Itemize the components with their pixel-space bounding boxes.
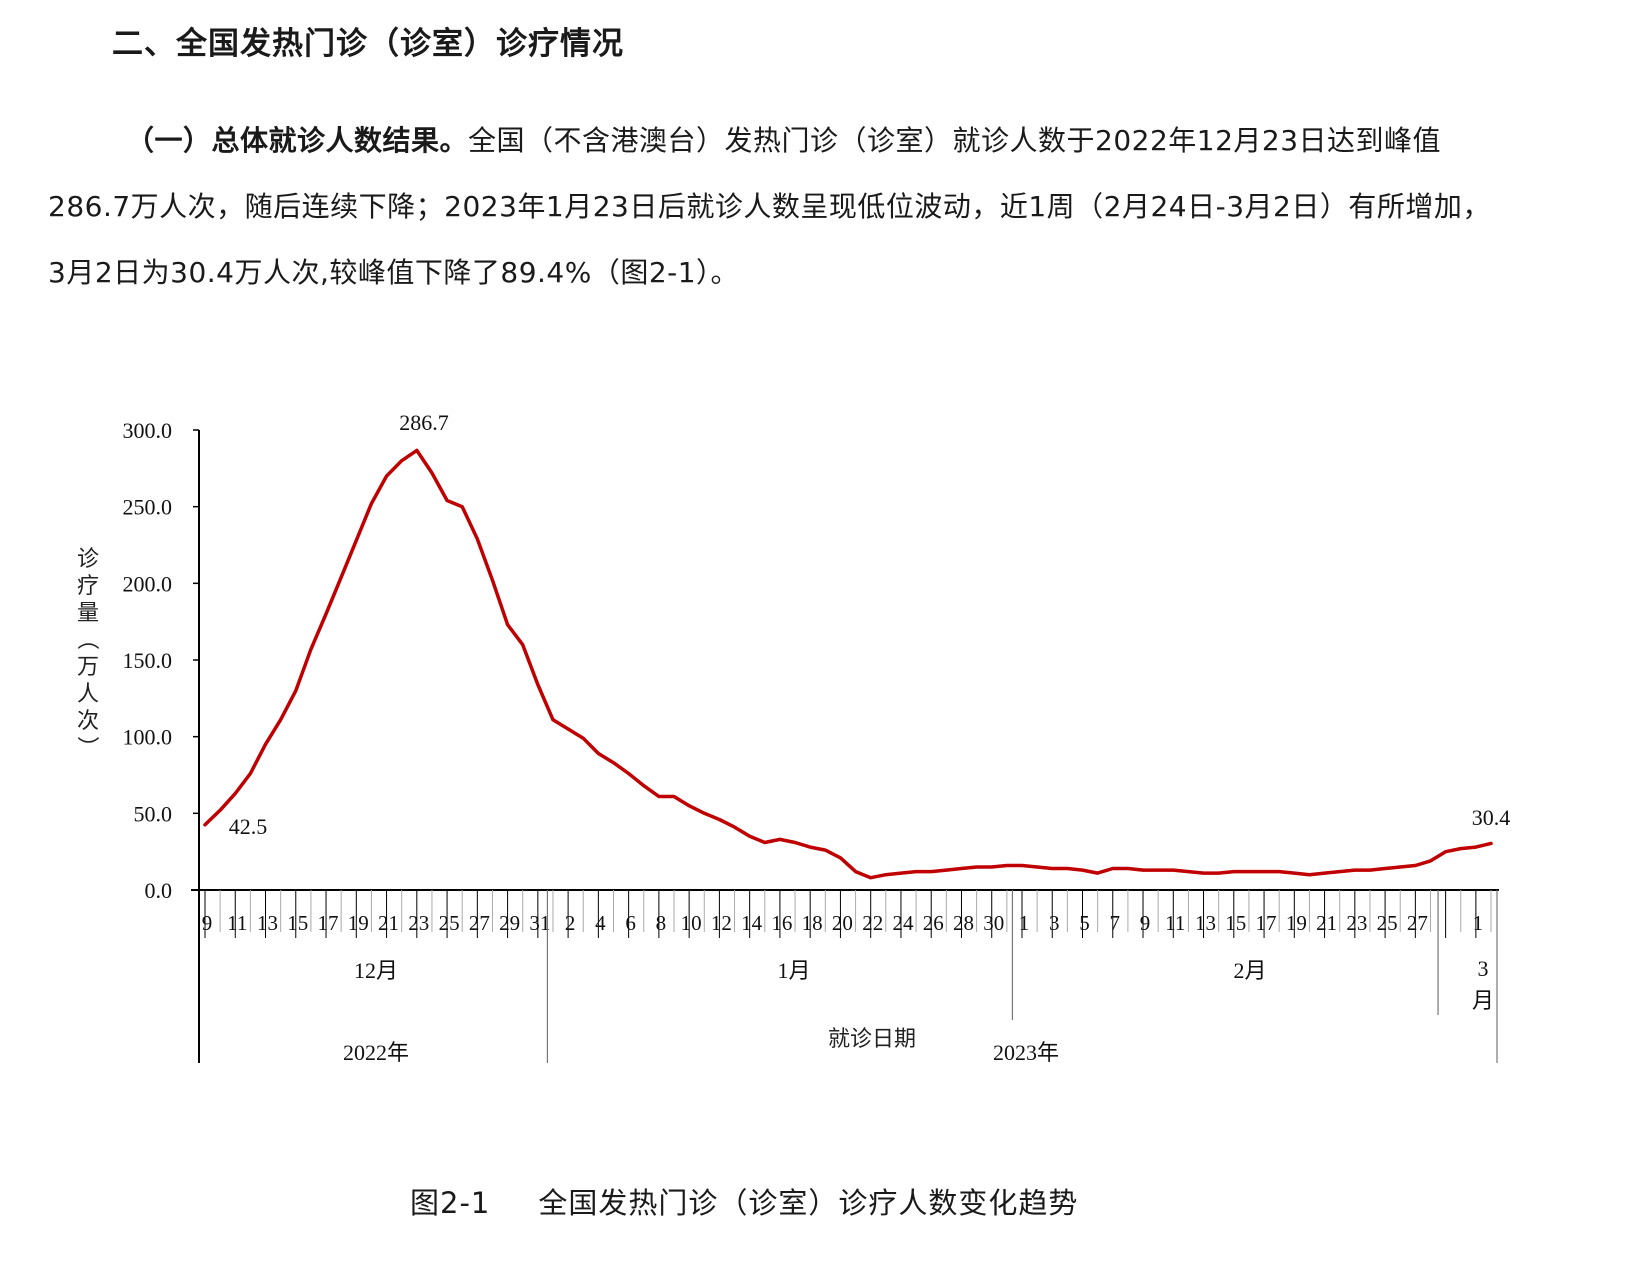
x-tick-label: 9 [202, 911, 213, 935]
x-tick-label: 12 [711, 911, 732, 935]
y-tick-label: 200.0 [123, 571, 173, 596]
data-label: 286.7 [399, 410, 449, 435]
x-tick-label: 22 [862, 911, 883, 935]
x-tick-label: 18 [802, 911, 823, 935]
x-tick-label: 6 [625, 911, 636, 935]
x-tick-label: 17 [318, 911, 339, 935]
x-tick-label: 21 [1316, 911, 1337, 935]
paragraph-body: 全国（不含港澳台）发热门诊（诊室）就诊人数于2022年12月23日达到峰值286… [48, 124, 1491, 289]
x-tick-label: 14 [741, 911, 763, 935]
x-tick-label: 13 [257, 911, 278, 935]
data-line [203, 448, 1493, 880]
x-tick-label: 16 [771, 911, 792, 935]
chart-canvas: 0.0 50.0 100.0 150.0 200.0 250.0 300.0 诊疗量（ 万人次）… [74, 410, 1511, 1065]
y-axis-label-char: 疗 [77, 574, 99, 599]
x-axis-title: 就诊日期 [828, 1027, 916, 1052]
x-tick-label: 3 [1049, 911, 1060, 935]
x-tick-label: 28 [953, 911, 974, 935]
y-axis-label-char: 人 [77, 682, 99, 707]
x-tick-label: 1 [1019, 911, 1030, 935]
y-tick-label: 100.0 [123, 725, 173, 750]
y-axis-label-char: 万 [77, 655, 99, 680]
y-tick-label: 250.0 [123, 495, 173, 520]
x-tick-label: 7 [1110, 911, 1121, 935]
year-label: 2022年 [343, 1040, 409, 1065]
month-label: 12月 [354, 958, 398, 983]
y-axis-label-char: 诊 [77, 547, 99, 572]
x-tick-label: 2 [565, 911, 576, 935]
y-axis-label-char: 次 [77, 709, 99, 734]
summary-paragraph: （一）总体就诊人数结果。全国（不含港澳台）发热门诊（诊室）就诊人数于2022年1… [48, 108, 1508, 306]
month-label-march: 3 [1478, 956, 1489, 981]
paragraph-lead: （一）总体就诊人数结果。 [126, 124, 469, 157]
y-axis-label-char: 量 [77, 601, 99, 626]
x-tick-label: 23 [1346, 911, 1367, 935]
x-tick-label: 25 [439, 911, 460, 935]
x-tick-label: 19 [348, 911, 369, 935]
x-tick-label: 4 [595, 911, 606, 935]
x-tick-label: 17 [1256, 911, 1277, 935]
x-tick-label: 21 [378, 911, 399, 935]
x-tick-label: 10 [681, 911, 702, 935]
x-tick-label: 11 [1165, 911, 1185, 935]
data-label: 42.5 [229, 814, 268, 839]
month-label-march-unit: 月 [1472, 988, 1494, 1013]
x-tick-label: 29 [499, 911, 520, 935]
y-tick-label: 150.0 [123, 648, 173, 673]
x-tick-label: 30 [983, 911, 1004, 935]
figure-title: 全国发热门诊（诊室）诊疗人数变化趋势 [538, 1186, 1079, 1220]
x-tick-label: 9 [1140, 911, 1151, 935]
year-label: 2023年 [993, 1040, 1059, 1065]
x-tick-label: 1 [1473, 911, 1484, 935]
x-tick-label: 20 [832, 911, 853, 935]
x-tick-label: 31 [529, 911, 550, 935]
y-tick-label: 300.0 [123, 418, 173, 443]
x-tick-label: 8 [656, 911, 667, 935]
x-tick-label: 27 [469, 911, 490, 935]
y-tick-label: 0.0 [145, 878, 173, 903]
y-axis-label-char: （ [74, 628, 99, 650]
month-label: 2月 [1233, 958, 1266, 983]
x-tick-label: 13 [1195, 911, 1216, 935]
x-tick-label: 11 [227, 911, 247, 935]
figure-number: 图2-1 [410, 1186, 491, 1220]
y-tick-label: 50.0 [134, 801, 173, 826]
line-chart: 0.0 50.0 100.0 150.0 200.0 250.0 300.0 诊疗量（ 万人次）… [0, 380, 1633, 1100]
x-tick-label: 19 [1286, 911, 1307, 935]
x-tick-label: 27 [1407, 911, 1428, 935]
x-tick-label: 15 [1225, 911, 1246, 935]
section-heading: 二、全国发热门诊（诊室）诊疗情况 [112, 26, 624, 62]
y-axis-label-char: ） [74, 736, 99, 758]
x-tick-label: 23 [408, 911, 429, 935]
x-tick-label: 26 [923, 911, 944, 935]
x-tick-label: 24 [892, 911, 914, 935]
x-tick-label: 25 [1377, 911, 1398, 935]
data-label: 30.4 [1472, 805, 1511, 830]
month-label: 1月 [777, 958, 810, 983]
figure-caption: 图2-1 全国发热门诊（诊室）诊疗人数变化趋势 [410, 1180, 1078, 1222]
x-tick-label: 15 [287, 911, 308, 935]
x-tick-label: 5 [1079, 911, 1090, 935]
